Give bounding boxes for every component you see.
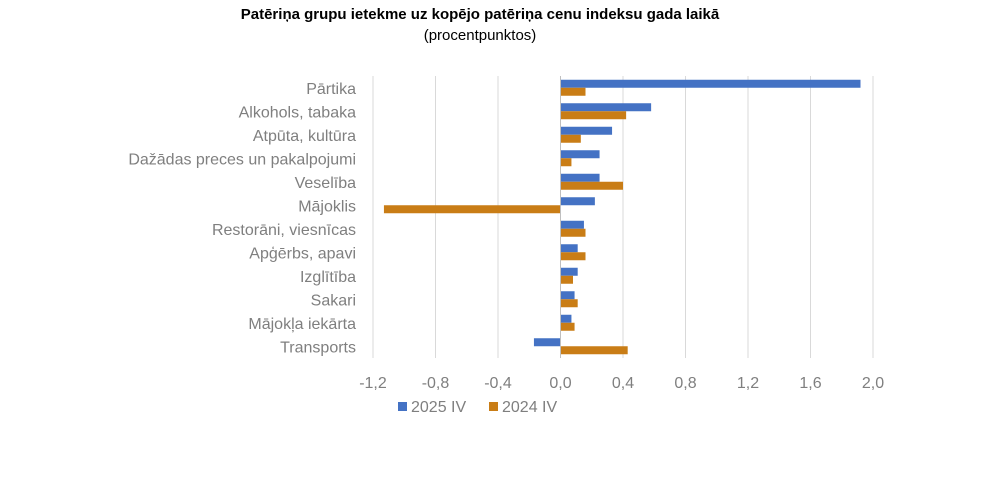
bar-series1 — [560, 197, 595, 206]
x-tick-label: -0,8 — [422, 375, 450, 392]
category-label: Veselība — [295, 175, 356, 192]
bar-series1 — [560, 220, 584, 229]
bar-series2 — [383, 205, 561, 214]
category-label: Atpūta, kultūra — [253, 128, 356, 145]
category-label: Izglītība — [300, 269, 356, 286]
bar-series1 — [560, 103, 652, 112]
bar-series1 — [533, 338, 561, 347]
x-tick-label: 2,0 — [862, 375, 884, 392]
bar-series2 — [560, 228, 586, 237]
legend-swatch — [489, 402, 498, 411]
gridlines — [372, 76, 874, 358]
legend: 2025 IV 2024 IV — [398, 399, 557, 416]
bar-series2 — [560, 111, 627, 120]
bar-series2 — [560, 275, 573, 284]
legend-label: 2025 IV — [411, 399, 466, 416]
bar-series1 — [560, 173, 600, 182]
bar-series2 — [560, 158, 572, 167]
bar-series2 — [560, 322, 575, 331]
category-label: Alkohols, tabaka — [239, 104, 357, 121]
x-tick-label: 1,6 — [799, 375, 821, 392]
legend-label: 2024 IV — [502, 399, 557, 416]
x-tick-label: 0,0 — [549, 375, 571, 392]
bar-series1 — [560, 79, 861, 88]
bar-series1 — [560, 314, 572, 323]
x-tick-label: -1,2 — [359, 375, 387, 392]
bar-series1 — [560, 150, 600, 159]
bar-series1 — [560, 244, 578, 253]
bar-series2 — [560, 134, 581, 143]
category-label: Apģērbs, apavi — [249, 244, 356, 262]
legend-swatch — [398, 402, 407, 411]
x-tick-labels: -1,2 -0,8 -0,4 0,0 0,4 0,8 1,2 1,6 2,0 — [359, 375, 884, 392]
bar-series2 — [560, 87, 586, 96]
category-label: Dažādas preces un pakalpojumi — [128, 151, 356, 168]
x-tick-label: 0,8 — [674, 375, 696, 392]
bar-series2 — [560, 252, 586, 261]
bar-series2 — [560, 299, 578, 308]
category-label: Mājokļa iekārta — [248, 316, 356, 333]
bar-series1 — [560, 267, 578, 276]
x-tick-label: 0,4 — [612, 375, 634, 392]
category-label: Mājoklis — [298, 198, 356, 215]
category-label: Sakari — [311, 292, 356, 309]
chart-title: Patēriņa grupu ietekme uz kopējo patēriņ… — [240, 6, 720, 23]
category-labels: Pārtika Alkohols, tabaka Atpūta, kultūra Da… — [128, 81, 356, 357]
chart-subtitle: (procentpunktos) — [423, 27, 537, 44]
bars — [383, 76, 861, 358]
bar-series1 — [560, 126, 613, 135]
bar-series1 — [560, 291, 575, 300]
bar-series2 — [560, 346, 628, 355]
category-label: Pārtika — [306, 81, 356, 98]
category-label: Transports — [280, 339, 356, 356]
x-tick-label: -0,4 — [484, 375, 512, 392]
bar-series2 — [560, 181, 623, 190]
category-label: Restorāni, viesnīcas — [212, 222, 356, 239]
x-tick-label: 1,2 — [737, 375, 759, 392]
